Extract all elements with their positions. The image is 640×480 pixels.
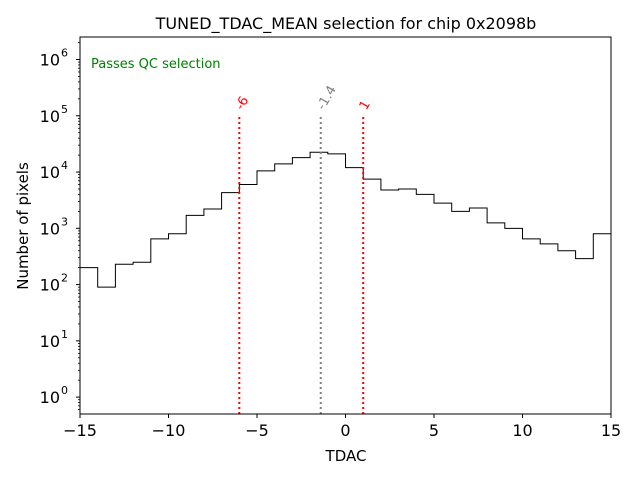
histogram-step-line [80,151,611,288]
histogram-bin [558,251,576,414]
histogram-bin [80,268,98,414]
histogram-bin [133,262,151,414]
histogram-bin [469,208,487,414]
x-tick-label: −15 [63,421,97,440]
histogram-bin [505,228,523,414]
x-tick-label: 15 [601,421,621,440]
y-tick-exponent: 4 [61,159,68,172]
chart-title: TUNED_TDAC_MEAN selection for chip 0x209… [155,14,537,34]
histogram-bin [239,185,257,414]
histogram-bin [452,211,470,414]
histogram-bin [416,194,434,414]
histogram-bin [275,164,293,414]
y-tick-label: 10 [40,107,60,126]
y-axis-label: Number of pixels [14,162,32,290]
histogram-bin [169,234,187,414]
y-tick-exponent: 1 [61,328,68,341]
y-tick-exponent: 2 [61,272,68,285]
x-tick-label: −10 [152,421,186,440]
histogram-bin [346,168,364,414]
histogram-bin [363,179,381,414]
x-tick-label: −5 [245,421,269,440]
histogram-bin [593,234,611,414]
histogram-bin [222,193,240,414]
y-tick-label: 10 [40,276,60,295]
histogram-bin [292,158,310,414]
histogram-bin [399,189,417,414]
histogram-bin [487,223,505,414]
y-tick-label: 10 [40,163,60,182]
histogram-bin [328,154,346,414]
histogram-bin [381,190,399,414]
histogram-bin [576,259,594,414]
x-tick-label: 0 [340,421,350,440]
histogram-bin [434,203,452,414]
y-tick-label: 10 [40,219,60,238]
x-tick-label: 10 [512,421,532,440]
y-tick-label: 10 [40,332,60,351]
histogram-bin [115,264,133,414]
qc-annotation: Passes QC selection [91,57,221,72]
y-tick-label: 10 [40,51,60,70]
histogram-bin [257,171,275,414]
y-tick-exponent: 5 [61,103,68,116]
y-tick-exponent: 0 [61,384,68,397]
y-tick-exponent: 3 [61,215,68,228]
histogram-bin [540,244,558,414]
histogram-bin [98,287,116,414]
histogram-bin [204,209,222,414]
x-axis-label: TDAC [325,447,367,465]
histogram-bin [523,239,541,414]
y-tick-exponent: 6 [61,47,68,60]
histogram-bin [186,215,204,414]
y-tick-label: 10 [40,388,60,407]
histogram-bin [310,152,328,414]
histogram-bin [151,239,169,414]
x-tick-label: 5 [429,421,439,440]
